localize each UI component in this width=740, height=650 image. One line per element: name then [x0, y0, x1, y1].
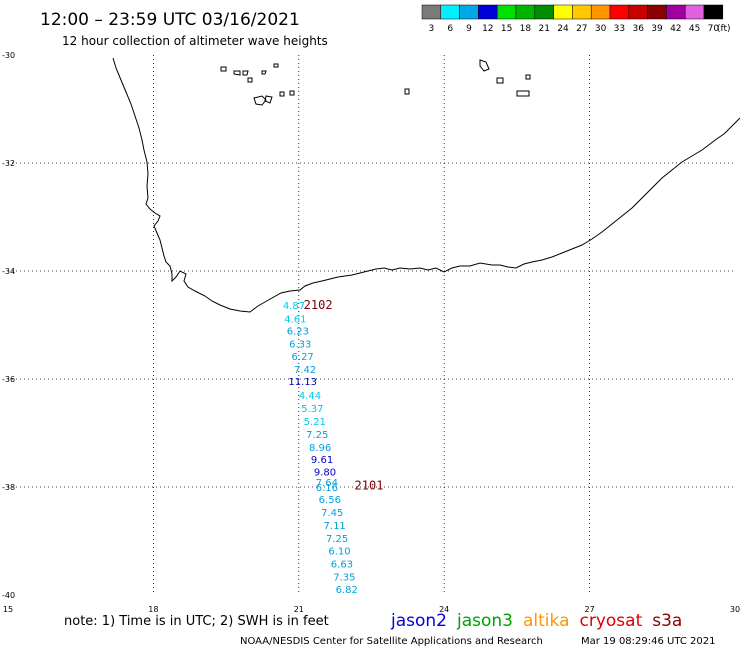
lon-tick-label: 27 — [585, 605, 595, 614]
satellite-names: jason2 jason3 altika cryosat s3a — [390, 611, 682, 631]
legend-swatch — [590, 4, 611, 20]
wave-height-value: 6.10 — [328, 547, 350, 558]
legend-bin-label: 30 — [595, 24, 607, 34]
legend-bin-label: 18 — [520, 24, 532, 34]
legend-bin-label: 33 — [614, 24, 625, 34]
wave-height-value: 4.87 — [283, 301, 305, 312]
legend-swatch — [440, 4, 460, 20]
lat-tick-label: -38 — [2, 483, 15, 492]
wave-height-value: 5.21 — [304, 417, 326, 428]
satellite-name-jason2: jason2 — [390, 611, 447, 631]
legend-swatch — [515, 4, 536, 20]
wave-height-value: 7.64 — [316, 478, 338, 489]
wave-height-value: 8.96 — [309, 443, 331, 454]
legend-swatch — [478, 4, 498, 20]
legend-bin-label: 9 — [466, 24, 472, 34]
legend-swatch — [496, 4, 517, 20]
lat-tick-label: -40 — [2, 591, 15, 600]
satellite-legend: jason2 jason3 altika cryosat s3a — [390, 611, 682, 631]
legend-bin-label: 21 — [538, 24, 549, 34]
legend-bin-label: 36 — [632, 24, 644, 34]
lon-tick-label: 24 — [439, 605, 449, 614]
lon-tick-label: 15 — [3, 605, 13, 614]
lat-tick-label: -30 — [2, 51, 15, 60]
wave-height-value: 4.44 — [299, 391, 321, 402]
legend-unit-label: (ft) — [717, 24, 731, 34]
wave-height-value: 6.63 — [331, 559, 353, 570]
wave-height-value: 6.23 — [287, 327, 309, 338]
satellite-name-altika: altika — [523, 611, 570, 631]
legend-swatch — [703, 4, 724, 20]
pass-number-label: 2101 — [355, 479, 384, 493]
wave-height-value: 5.37 — [301, 404, 323, 415]
pass-number-label: 2102 — [304, 298, 333, 312]
wave-height-color-legend: 3 6 9 12 15 18 21 24 27 30 33 36 39 42 45 70(ft) — [421, 4, 731, 34]
wave-height-value: 7.42 — [294, 365, 316, 376]
legend-swatch — [421, 4, 442, 20]
legend-swatch — [609, 4, 630, 20]
satellite-name-s3a: s3a — [652, 611, 682, 631]
legend-bin-label: 42 — [670, 24, 681, 34]
wave-height-value: 9.80 — [314, 468, 336, 479]
lon-tick-label: 18 — [148, 605, 158, 614]
wave-height-value: 4.61 — [284, 314, 306, 325]
lon-tick-label: 21 — [294, 605, 304, 614]
wave-height-value: 6.56 — [319, 495, 341, 506]
wave-height-value: 7.35 — [333, 572, 355, 583]
wave-height-value: 7.25 — [326, 534, 348, 545]
legend-bin-label: 15 — [501, 24, 512, 34]
legend-swatch — [534, 4, 554, 20]
legend-bin-label: 45 — [689, 24, 700, 34]
pass-labels: 2102 2101 — [304, 298, 384, 493]
wave-height-value: 6.27 — [292, 352, 314, 363]
satellite-name-cryosat: cryosat — [580, 611, 643, 631]
legend-swatch — [459, 4, 479, 20]
legend-swatch — [628, 4, 648, 20]
units-note: note: 1) Time is in UTC; 2) SWH is in fe… — [64, 614, 329, 629]
wave-height-value: 6.16 — [316, 483, 338, 494]
satellite-name-jason3: jason3 — [456, 611, 513, 631]
lat-tick-label: -32 — [2, 159, 15, 168]
legend-bin-label: 6 — [447, 24, 453, 34]
wave-height-value: 9.61 — [311, 455, 333, 466]
legend-bin-label: 27 — [576, 24, 587, 34]
legend-bin-label: 70 — [708, 24, 720, 34]
map-title: 12:00 – 23:59 UTC 03/16/2021 — [40, 10, 300, 30]
legend-bin-label: 24 — [557, 24, 569, 34]
legend-swatch — [572, 4, 592, 20]
wave-height-value: 7.45 — [321, 508, 343, 519]
map-subtitle: 12 hour collection of altimeter wave hei… — [62, 34, 328, 48]
lat-tick-label: -36 — [2, 375, 15, 384]
legend-bin-label: 12 — [482, 24, 493, 34]
wave-height-value: 6.82 — [336, 585, 358, 596]
legend-bin-label: 39 — [651, 24, 663, 34]
lat-tick-label: -34 — [2, 267, 15, 276]
lat-lon-grid: 15 18 21 24 27 30 -30 -32 -34 -36 -38 -40 — [2, 51, 740, 614]
wave-height-value: 6.33 — [289, 340, 311, 351]
legend-swatch — [647, 4, 667, 20]
lon-tick-label: 30 — [730, 605, 740, 614]
wave-height-value: 7.25 — [306, 430, 328, 441]
legend-swatch — [684, 4, 705, 20]
credit-line: NOAA/NESDIS Center for Satellite Applica… — [240, 636, 543, 647]
legend-bin-label: 3 — [429, 24, 435, 34]
wave-height-value: 11.13 — [288, 377, 317, 388]
wave-height-value: 7.11 — [324, 521, 346, 532]
legend-swatch — [553, 4, 573, 20]
legend-swatch — [666, 4, 686, 20]
south-africa-coastline — [112, 57, 740, 313]
generated-timestamp: Mar 19 08:29:46 UTC 2021 — [581, 636, 716, 647]
